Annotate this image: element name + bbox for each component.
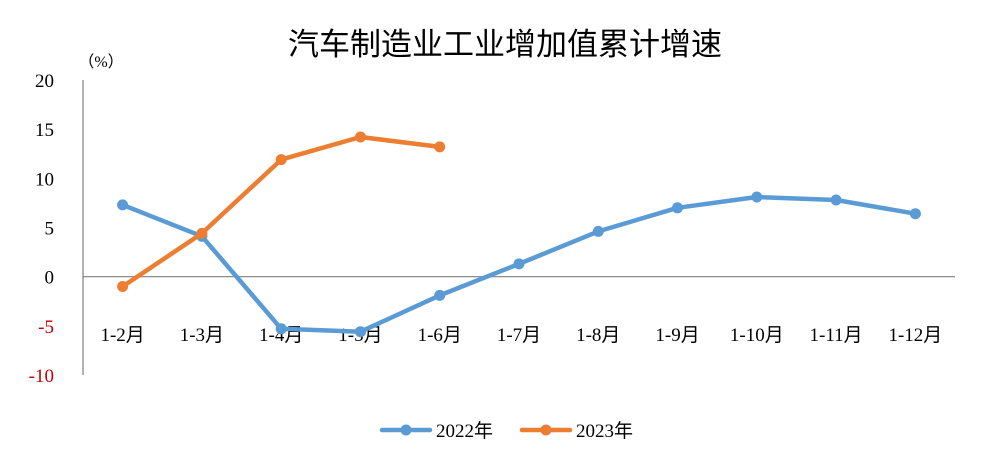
x-tick-label: 1-11月 bbox=[810, 325, 863, 346]
data-point bbox=[117, 199, 129, 211]
x-tick-label: 1-7月 bbox=[497, 325, 541, 346]
y-tick-label: 0 bbox=[45, 268, 55, 289]
x-tick-label: 1-9月 bbox=[655, 325, 699, 346]
series-2 bbox=[117, 131, 446, 292]
chart-title: 汽车制造业工业增加值累计增速 bbox=[288, 27, 722, 63]
data-point bbox=[117, 281, 129, 292]
data-point bbox=[355, 326, 366, 338]
data-point bbox=[355, 131, 366, 143]
x-tick-label: 1-3月 bbox=[180, 325, 224, 346]
legend: 2022年 2023年 bbox=[379, 420, 633, 442]
legend-swatch-marker bbox=[540, 424, 552, 436]
x-tick-labels: 1-2月1-3月1-4月1-5月1-6月1-7月1-8月1-9月1-10月1-1… bbox=[100, 325, 942, 346]
y-tick-label: -10 bbox=[29, 366, 54, 387]
x-tick-label: 1-8月 bbox=[576, 325, 620, 346]
data-point bbox=[592, 225, 604, 237]
legend-label: 2022年 bbox=[436, 420, 493, 442]
legend-swatch-marker bbox=[400, 424, 412, 436]
data-point bbox=[909, 208, 921, 220]
x-tick-label: 1-2月 bbox=[100, 325, 144, 346]
data-point bbox=[830, 194, 842, 206]
data-point bbox=[275, 323, 287, 335]
legend-item: 2023年 bbox=[519, 420, 633, 442]
y-tick-label: 5 bbox=[45, 219, 55, 240]
series-1 bbox=[117, 191, 921, 338]
data-point bbox=[196, 227, 208, 239]
y-tick-label: -5 bbox=[38, 317, 54, 338]
y-tick-label: 15 bbox=[35, 120, 54, 141]
data-point bbox=[434, 141, 446, 153]
y-tick-label: 10 bbox=[35, 169, 54, 190]
data-point bbox=[513, 258, 525, 270]
y-tick-labels: 20 15 10 5 0 -5 -10 bbox=[29, 71, 54, 387]
x-tick-label: 1-12月 bbox=[888, 325, 942, 346]
y-tick-label: 20 bbox=[35, 71, 54, 92]
data-point bbox=[672, 202, 683, 214]
data-point bbox=[434, 289, 446, 301]
legend-item: 2022年 bbox=[379, 420, 493, 442]
legend-label: 2023年 bbox=[576, 420, 633, 442]
series-layer bbox=[117, 131, 921, 338]
x-tick-label: 1-6月 bbox=[418, 325, 462, 346]
data-point bbox=[751, 191, 763, 203]
y-axis-unit: （%） bbox=[78, 53, 123, 71]
data-point bbox=[275, 154, 287, 166]
x-tick-label: 1-10月 bbox=[730, 325, 784, 346]
